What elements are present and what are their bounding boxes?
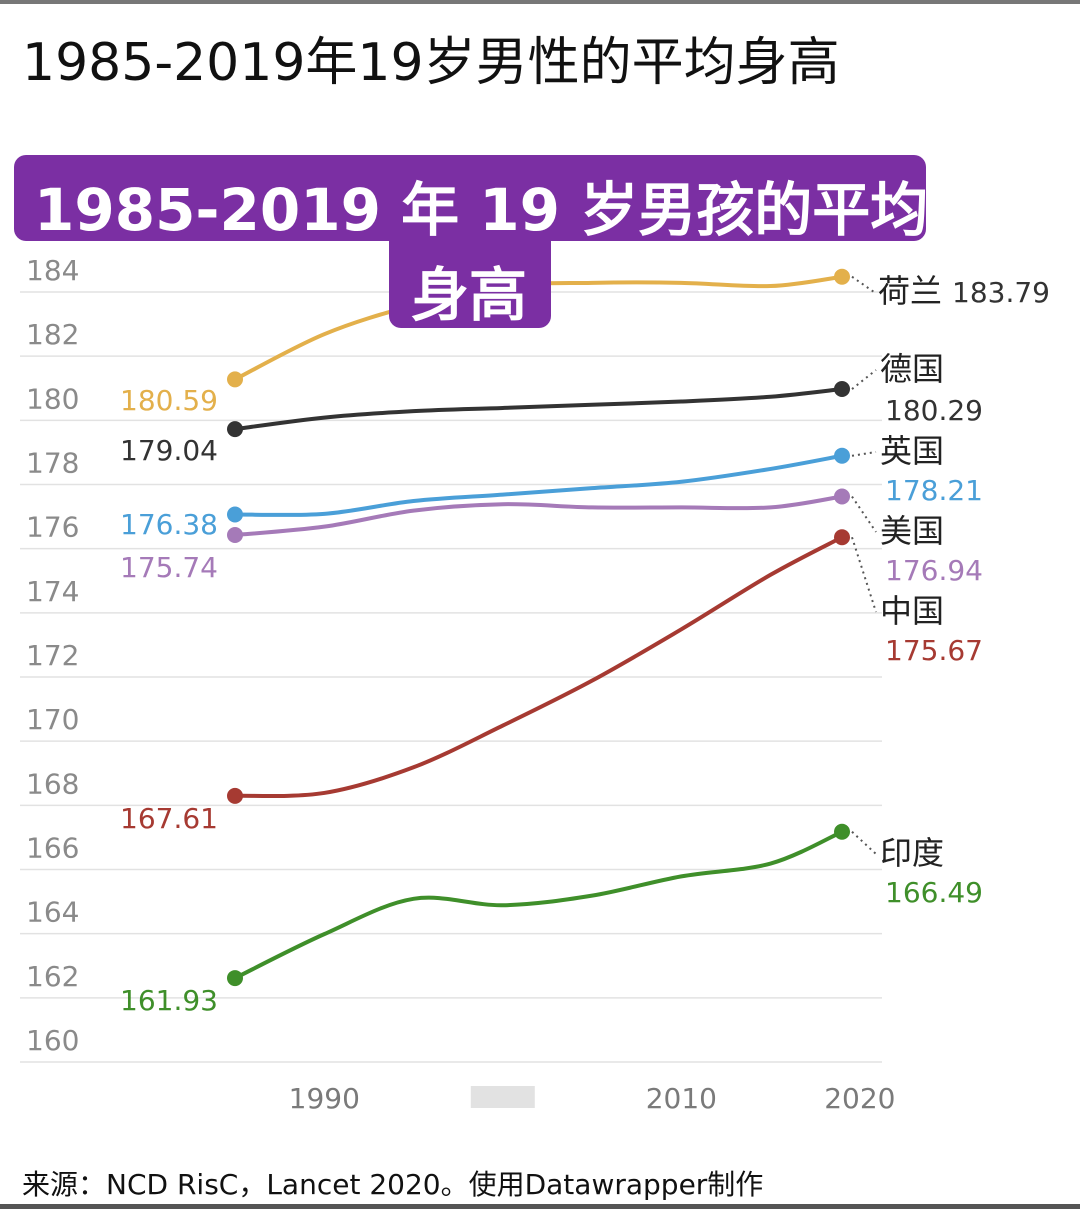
- x-tick-2010: 2010: [646, 1082, 717, 1115]
- series-line-英国: [233, 453, 844, 517]
- y-tick-176: 176: [26, 511, 79, 544]
- series-labels: 180.59 荷兰 183.79 179.04 德国 180.29 176.38 英国 178.…: [120, 272, 1050, 1017]
- y-tick-170: 170: [26, 703, 79, 736]
- series-name-印度: 印度: [880, 834, 944, 872]
- start-point-英国: [227, 506, 243, 523]
- end-label-中国: 175.67: [885, 634, 983, 667]
- y-tick-182: 182: [26, 318, 79, 351]
- start-label-荷兰: 180.59: [120, 384, 218, 417]
- x-tick-blurred: [470, 1086, 535, 1108]
- start-label-中国: 167.61: [120, 802, 218, 835]
- series-line-印度: [233, 829, 844, 981]
- end-point-印度: [834, 823, 850, 840]
- y-tick-174: 174: [26, 575, 79, 608]
- leader-英国: [851, 451, 877, 457]
- y-tick-178: 178: [26, 447, 79, 480]
- y-tick-164: 164: [26, 896, 79, 929]
- start-point-美国: [227, 527, 243, 544]
- x-tick-1990: 1990: [289, 1082, 360, 1115]
- chart-title-line2: 身高: [411, 261, 528, 329]
- series-name-中国: 中国: [880, 592, 944, 630]
- series-name-德国: 德国: [880, 350, 944, 388]
- series-line-中国: [233, 535, 844, 799]
- end-label-德国: 180.29: [885, 394, 983, 427]
- source-footer: 来源：NCD RisC，Lancet 2020。使用Datawrapper制作: [22, 1168, 764, 1201]
- y-tick-172: 172: [26, 639, 79, 672]
- chart-title-banner-line2: 身高: [389, 238, 551, 329]
- end-label-荷兰: 183.79: [952, 276, 1050, 309]
- leader-荷兰: [851, 275, 875, 293]
- series-line-美国: [233, 494, 844, 538]
- series-name-英国: 英国: [880, 432, 944, 470]
- leader-美国: [851, 495, 877, 533]
- y-tick-160: 160: [26, 1024, 79, 1057]
- line-chart: 160162164166168170172174176178180182184 …: [20, 254, 1050, 1115]
- series-name-美国: 美国: [880, 512, 944, 550]
- start-point-德国: [227, 421, 243, 438]
- chart-title-line1: 1985-2019 年 19 岁男孩的平均: [34, 176, 929, 244]
- y-tick-166: 166: [26, 832, 79, 865]
- end-point-德国: [834, 381, 850, 398]
- series-name-荷兰: 荷兰: [878, 272, 942, 310]
- top-border: [0, 0, 1080, 4]
- end-point-中国: [834, 529, 850, 546]
- x-axis-ticks: 1990 2010 2020: [289, 1082, 896, 1115]
- chart-title-banner: 1985-2019 年 19 岁男孩的平均: [14, 155, 928, 244]
- series-lines: [227, 268, 850, 987]
- end-point-英国: [834, 447, 850, 464]
- end-point-荷兰: [834, 268, 850, 285]
- end-point-美国: [834, 488, 850, 505]
- page-title: 1985-2019年19岁男性的平均身高: [22, 33, 840, 93]
- end-label-美国: 176.94: [885, 554, 983, 587]
- x-tick-2020: 2020: [824, 1082, 895, 1115]
- leader-中国: [851, 536, 877, 613]
- start-label-德国: 179.04: [120, 434, 218, 467]
- start-point-印度: [227, 970, 243, 987]
- y-tick-180: 180: [26, 382, 79, 415]
- y-tick-168: 168: [26, 767, 79, 800]
- start-point-荷兰: [227, 371, 243, 388]
- series-line-德国: [233, 387, 844, 432]
- bottom-border: [0, 1204, 1080, 1209]
- start-label-英国: 176.38: [120, 508, 218, 541]
- gridlines: [20, 291, 882, 1063]
- leader-德国: [851, 369, 877, 390]
- leader-印度: [851, 831, 877, 855]
- y-tick-184: 184: [26, 254, 79, 287]
- start-point-中国: [227, 787, 243, 804]
- y-axis-ticks: 160 162 164 166 168 170 172 174 176 178 180 182 184: [26, 254, 79, 1057]
- start-label-印度: 161.93: [120, 984, 218, 1017]
- end-label-印度: 166.49: [885, 876, 983, 909]
- start-label-美国: 175.74: [120, 551, 218, 584]
- end-label-英国: 178.21: [885, 474, 983, 507]
- y-tick-162: 162: [26, 960, 79, 993]
